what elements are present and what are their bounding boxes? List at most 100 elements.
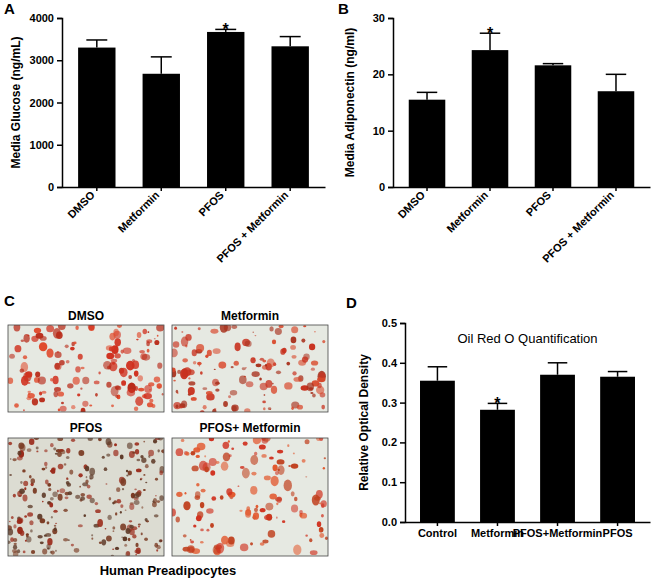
- lipid-droplet: [55, 352, 62, 358]
- lipid-droplet: [114, 353, 121, 358]
- lipid-droplet: [154, 338, 156, 339]
- lipid-droplet: [98, 438, 102, 441]
- x-tick-mark: [489, 187, 491, 191]
- lipid-droplet: [81, 367, 85, 370]
- y-tick-label: 1000: [30, 139, 54, 151]
- image-label: PFOS+ Metformin: [199, 421, 300, 435]
- lipid-droplet: [74, 548, 80, 553]
- lipid-droplet: [111, 359, 118, 363]
- bar: [598, 91, 635, 187]
- lipid-droplet: [256, 363, 262, 367]
- bar: [271, 46, 308, 187]
- error-bar: [86, 40, 107, 48]
- lipid-droplet: [190, 539, 192, 541]
- lipid-droplet: [57, 392, 64, 397]
- lipid-droplet: [198, 327, 201, 330]
- lipid-droplet: [212, 379, 219, 386]
- lipid-droplet: [265, 380, 272, 388]
- lipid-droplet: [134, 493, 140, 498]
- y-tick-mark: [388, 130, 393, 132]
- error-bar: [151, 57, 172, 74]
- lipid-droplet: [13, 545, 17, 550]
- lipid-droplet: [147, 349, 150, 353]
- lipid-droplet: [302, 357, 308, 363]
- lipid-droplet: [123, 536, 128, 541]
- lipid-droplet: [23, 409, 25, 411]
- lipid-droplet: [157, 449, 159, 452]
- lipid-droplet: [106, 345, 114, 351]
- lipid-droplet: [136, 339, 139, 341]
- lipid-droplet: [115, 547, 119, 550]
- error-line: [437, 367, 439, 381]
- lipid-droplet: [303, 325, 306, 327]
- lipid-droplet: [284, 382, 292, 389]
- image-panel: CDMSOMetforminPFOSPFOS+ MetforminHuman P…: [4, 292, 328, 578]
- lipid-droplet: [201, 489, 206, 493]
- lipid-droplet: [288, 465, 291, 467]
- y-tick-mark: [57, 187, 62, 189]
- lipid-droplet: [55, 550, 57, 552]
- y-tick-mark: [388, 74, 393, 76]
- lipid-droplet: [122, 488, 124, 490]
- lipid-droplet: [53, 510, 57, 513]
- lipid-droplet: [197, 443, 206, 451]
- lipid-droplet: [140, 455, 143, 458]
- lipid-droplet: [192, 349, 197, 356]
- lipid-droplet: [172, 509, 176, 517]
- image-label: DMSO: [68, 309, 104, 323]
- x-axis: DMSOMetforminPFOSPFOS + Metformin: [63, 187, 326, 265]
- error-bar: [548, 363, 568, 375]
- lipid-droplet: [294, 377, 302, 382]
- lipid-droplet: [268, 530, 276, 538]
- lipid-droplet: [253, 438, 261, 444]
- lipid-droplet: [46, 348, 53, 357]
- lipid-droplet: [126, 474, 128, 476]
- lipid-droplet: [324, 457, 326, 459]
- y-tick-label: 0.0: [382, 516, 397, 528]
- lipid-droplet: [22, 495, 27, 502]
- lipid-droplet: [272, 339, 276, 344]
- lipid-droplet: [259, 444, 266, 449]
- y-tick: 2000: [30, 97, 62, 109]
- lipid-droplet: [138, 526, 140, 528]
- x-tick-label: PFOS + Metformin: [540, 188, 616, 264]
- lipid-droplet: [250, 357, 255, 363]
- lipid-droplet: [176, 492, 182, 497]
- lipid-droplet: [24, 487, 26, 490]
- lipid-droplet: [265, 503, 273, 511]
- x-tick-label: DMSO: [395, 188, 427, 220]
- lipid-droplet: [78, 450, 84, 456]
- lipid-droplet: [56, 331, 63, 339]
- lipid-droplet: [79, 486, 81, 488]
- lipid-droplet: [99, 542, 102, 544]
- lipid-droplet: [40, 518, 46, 523]
- error-line: [615, 74, 617, 91]
- lipid-droplet: [215, 382, 220, 385]
- error-cap: [543, 63, 563, 65]
- lipid-droplet: [11, 516, 14, 519]
- lipid-droplet: [269, 493, 277, 499]
- lipid-droplet: [179, 406, 183, 409]
- lipid-droplet: [243, 441, 248, 445]
- error-cap: [548, 362, 568, 364]
- lipid-droplet: [85, 466, 89, 472]
- y-tick: 0.1: [382, 476, 405, 488]
- bar: [600, 377, 635, 522]
- lipid-droplet: [240, 466, 245, 469]
- lipid-droplet: [139, 350, 145, 353]
- lipid-droplet: [267, 358, 275, 367]
- lipid-droplet: [305, 476, 307, 477]
- lipid-droplet: [95, 509, 101, 513]
- lipid-droplet: [114, 443, 117, 446]
- lipid-droplet: [19, 518, 23, 523]
- lipid-droplet: [244, 408, 250, 412]
- lipid-droplet: [45, 533, 51, 537]
- lipid-droplet: [80, 388, 82, 390]
- panel-letter: B: [338, 0, 349, 17]
- lipid-droplet: [147, 331, 149, 333]
- lipid-droplet: [210, 329, 218, 334]
- micrograph-frame: [172, 325, 328, 412]
- lipid-droplet: [126, 470, 128, 472]
- lipid-droplet: [215, 388, 219, 391]
- lipid-droplet: [196, 483, 199, 487]
